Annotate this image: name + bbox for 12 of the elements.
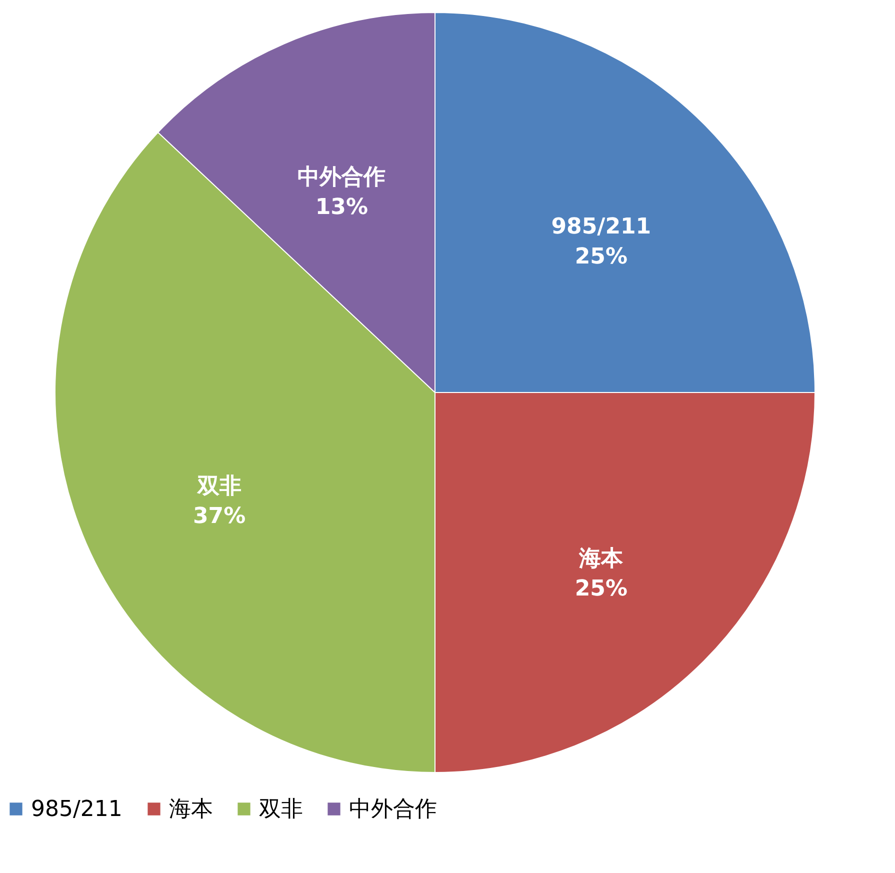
- legend-label: 985/211: [31, 797, 122, 822]
- data-label: 13%: [315, 194, 368, 220]
- data-label: 37%: [192, 504, 246, 529]
- slice-label: 中外合作: [298, 164, 386, 190]
- data-label: 25%: [574, 244, 628, 270]
- data-label: 25%: [574, 576, 628, 602]
- slice-label: 985/211: [551, 214, 652, 240]
- legend-label: 双非: [259, 797, 303, 822]
- slice-label: 海本: [578, 546, 624, 572]
- slice-label: 双非: [196, 474, 242, 499]
- legend-label: 海本: [169, 797, 213, 822]
- legend-label: 中外合作: [349, 797, 437, 822]
